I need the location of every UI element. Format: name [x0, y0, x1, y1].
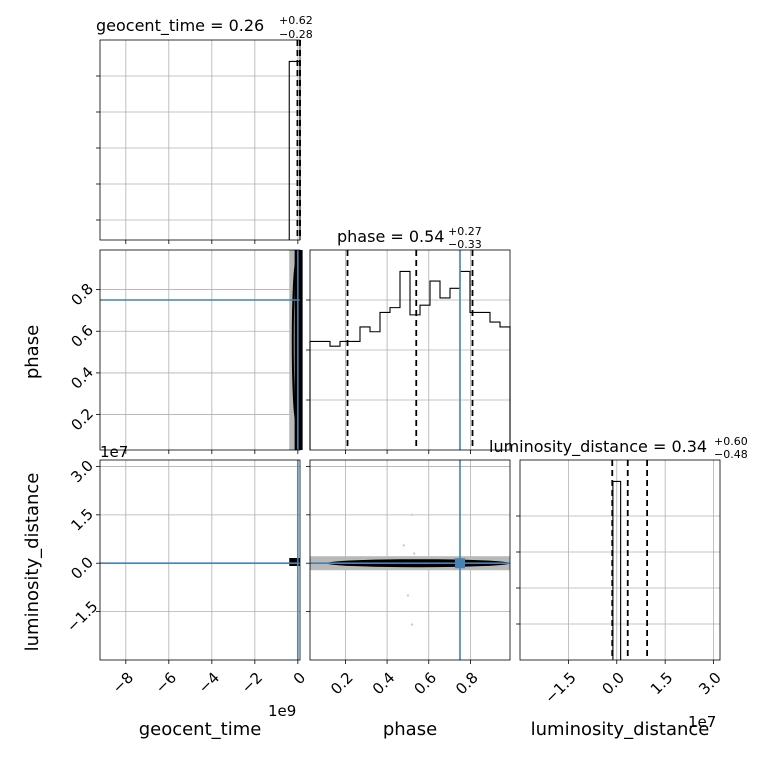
title-geocent-time: geocent_time = 0.26 +0.62 −0.28: [96, 14, 313, 41]
contour: [291, 260, 302, 423]
panel-phase-hist: [306, 249, 511, 454]
offset-text-luminosity-distance-y: 1e7: [100, 443, 128, 461]
offset-text-luminosity-distance-x: 1e7: [688, 713, 716, 731]
x-tick-label-luminosity_distance: 1.5: [647, 669, 677, 699]
title-geocent-time-plus: +0.62: [279, 14, 313, 27]
x-tick-label-phase: 0.8: [452, 669, 482, 699]
density-core: [289, 558, 300, 566]
y-tick-label-phase: 0.6: [67, 321, 97, 351]
y-tick-label-luminosity_distance: 0.0: [67, 553, 97, 583]
y-tick-label-phase: 0.2: [67, 405, 97, 435]
x-axis-label-luminosity-distance: luminosity_distance: [531, 719, 710, 740]
title-geocent-time-label: geocent_time = 0.26: [96, 16, 264, 36]
x-tick-label-geocent_time: −8: [109, 669, 137, 697]
offset-text-geocent-time: 1e9: [268, 702, 296, 720]
panel-frame: [99, 459, 301, 661]
x-tick-label-phase: 0.4: [369, 669, 399, 699]
sample-point: [402, 544, 405, 547]
title-phase: phase = 0.54 +0.27 −0.33: [337, 225, 482, 251]
x-axis-label-phase: phase: [383, 719, 437, 740]
title-luminosity-distance-plus: +0.60: [714, 435, 748, 448]
sample-point: [412, 552, 416, 555]
y-tick-label-luminosity_distance: 3.0: [67, 457, 97, 487]
panel-luminosity-distance-hist: [516, 459, 721, 664]
x-tick-label-geocent_time: 0: [290, 669, 309, 688]
y-axis-label-luminosity-distance: luminosity_distance: [22, 473, 43, 652]
title-phase-minus: −0.33: [448, 238, 482, 251]
y-axis-label-phase: phase: [22, 325, 43, 379]
panel-frame: [309, 459, 511, 661]
y-tick-label-luminosity_distance: −1.5: [63, 597, 101, 635]
title-luminosity-distance-minus: −0.48: [714, 448, 748, 461]
sample-point: [410, 513, 414, 517]
sample-point: [410, 623, 414, 626]
y-tick-label-phase: 0.4: [67, 363, 97, 393]
x-tick-label-geocent_time: −6: [152, 669, 180, 697]
x-tick-label-luminosity_distance: −1.5: [541, 669, 579, 707]
panel-frame: [99, 249, 301, 451]
x-tick-label-luminosity_distance: 3.0: [695, 669, 725, 699]
x-tick-label-geocent_time: −4: [195, 669, 223, 697]
panel-frame: [519, 459, 721, 661]
x-axis-label-geocent-time: geocent_time: [139, 719, 262, 740]
x-tick-label-luminosity_distance: 0.0: [598, 669, 628, 699]
x-tick-label-phase: 0.2: [327, 669, 357, 699]
panel-luminosity-distance-vs-phase: [306, 459, 511, 664]
y-tick-label-phase: 0.8: [67, 280, 97, 310]
panel-luminosity-distance-vs-geocent-time: [96, 459, 301, 664]
panel-frame: [309, 249, 511, 451]
title-phase-label: phase = 0.54: [337, 227, 444, 246]
panel-geocent-time-hist: [96, 39, 301, 244]
x-tick-label-geocent_time: −2: [238, 669, 266, 697]
panel-frame: [99, 39, 301, 241]
x-tick-label-phase: 0.6: [410, 669, 440, 699]
title-luminosity-distance-label: luminosity_distance = 0.34: [489, 437, 707, 457]
title-phase-plus: +0.27: [448, 225, 482, 238]
title-luminosity-distance: luminosity_distance = 0.34 +0.60 −0.48: [489, 435, 748, 461]
histogram-geocent_time: [288, 60, 301, 240]
histogram-phase: [309, 270, 511, 450]
panel-phase-vs-geocent-time: [96, 249, 303, 454]
y-tick-label-luminosity_distance: 1.5: [67, 505, 97, 535]
title-geocent-time-minus: −0.28: [279, 28, 313, 41]
sample-point: [406, 594, 410, 597]
